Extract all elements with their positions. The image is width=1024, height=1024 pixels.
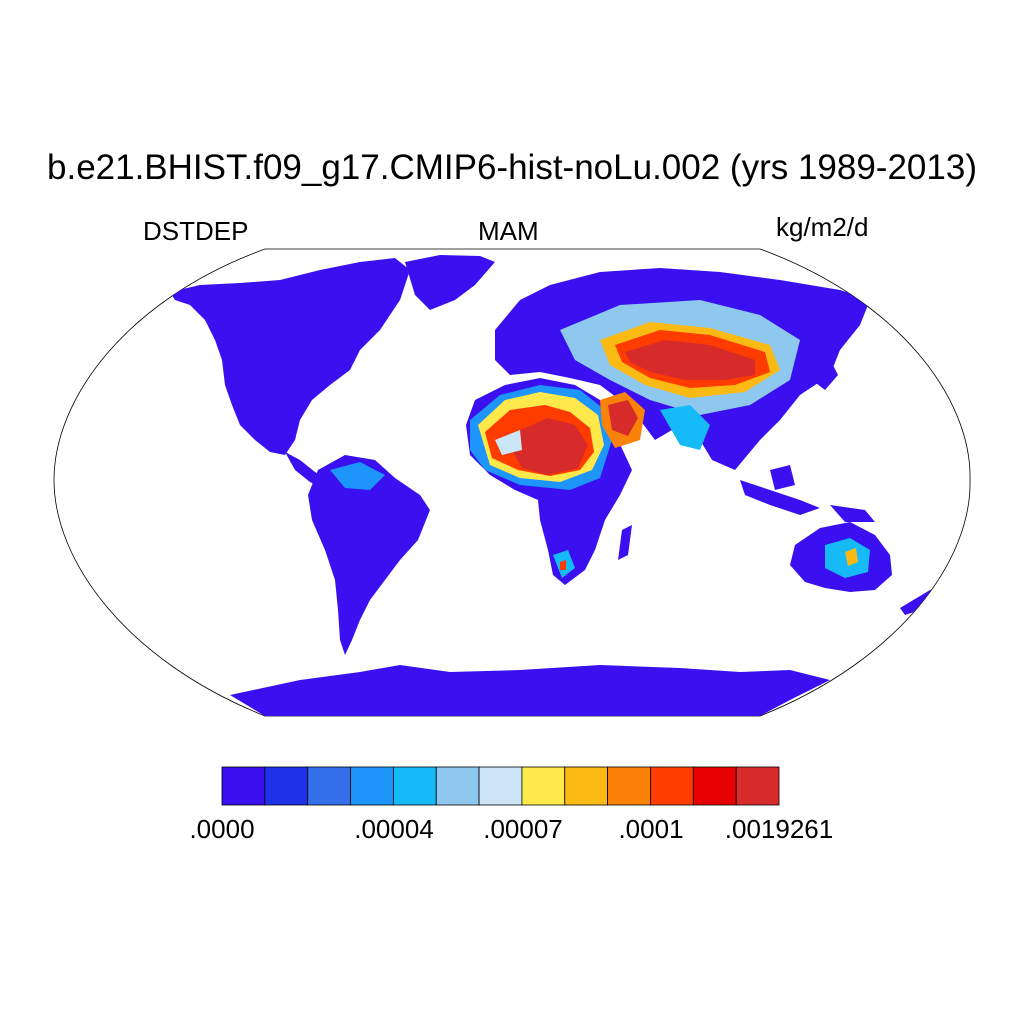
colorbar-swatch — [307, 766, 351, 806]
land-north-america — [170, 258, 410, 455]
dust-namib — [553, 550, 575, 578]
land-south-america — [308, 455, 430, 655]
land-greenland — [405, 255, 495, 310]
land-indonesia — [740, 480, 820, 515]
colorbar-swatch — [692, 766, 737, 806]
colorbar-tick-label: .0001 — [618, 814, 684, 844]
colorbar-swatch — [264, 766, 309, 806]
variable-label: DSTDEP — [143, 216, 249, 246]
colorbar-swatch — [478, 766, 523, 806]
colorbar-swatch — [221, 766, 266, 806]
units-label: kg/m2/d — [776, 212, 869, 242]
colorbar-tick-label: .0000 — [189, 814, 255, 844]
colorbar-swatch — [521, 766, 566, 806]
dust-arabia — [600, 392, 645, 448]
season-label: MAM — [478, 216, 539, 246]
dust-south-america — [330, 462, 385, 490]
land-new-guinea — [830, 505, 875, 522]
colorbar-swatch — [735, 766, 780, 806]
colorbar-tick-label: .00007 — [483, 814, 563, 844]
colorbar-swatch — [650, 766, 694, 806]
plot-title: b.e21.BHIST.f09_g17.CMIP6-hist-noLu.002 … — [47, 148, 977, 187]
land-borneo — [770, 465, 795, 490]
dust-thar — [660, 405, 710, 450]
dust-central-asia — [560, 300, 800, 415]
dust-australia — [825, 538, 870, 578]
colorbar-swatch — [607, 766, 651, 806]
colorbar-swatch — [392, 766, 437, 806]
dust-sahara — [470, 385, 612, 490]
land-japan — [812, 355, 838, 390]
colorbar-swatch — [350, 766, 394, 806]
colorbar-tick-label: .00004 — [354, 814, 434, 844]
colorbar-swatch — [564, 766, 609, 806]
land-antarctica — [230, 665, 830, 716]
colorbar-tick-label: .0019261 — [724, 814, 834, 844]
colorbar-swatch — [435, 766, 480, 806]
land-madagascar — [618, 525, 632, 560]
